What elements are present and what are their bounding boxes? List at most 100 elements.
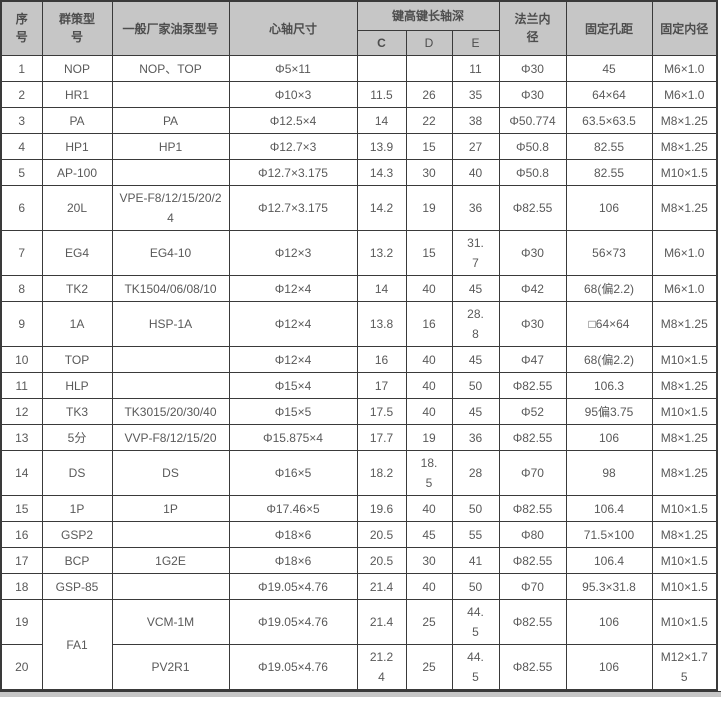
cell-spindle: Φ15.875×4 — [228, 424, 358, 451]
cell-text: M10×1.5 — [660, 579, 708, 594]
cell-no: 16 — [0, 521, 43, 548]
cell-no: 15 — [0, 495, 43, 522]
header-hole-distance: 固定孔距 — [565, 0, 653, 56]
cell-model: HR1 — [41, 81, 113, 108]
cell-e: 36 — [451, 185, 500, 231]
cell-pump — [111, 521, 230, 548]
cell-hole: 56×73 — [565, 230, 653, 276]
cell-text: 13 — [15, 430, 29, 445]
cell-text: HR1 — [64, 87, 89, 102]
cell-hole: 98 — [565, 450, 653, 496]
cell-text: 50 — [468, 579, 483, 594]
cell-text: Φ82.55 — [512, 430, 553, 445]
cell-text: 68(偏2.2) — [583, 281, 635, 296]
cell-d: 40 — [405, 346, 453, 373]
cell-text: 95偏3.75 — [584, 404, 634, 419]
cell-text: 14.2 — [369, 201, 394, 215]
cell-pump: VCM-1M — [111, 599, 230, 645]
cell-c: 14.3 — [356, 159, 407, 186]
cell-text: 45 — [422, 527, 436, 542]
cell-text: 1 — [18, 61, 26, 76]
cell-text: 25 — [422, 615, 436, 629]
cell-no: 4 — [0, 133, 43, 160]
table-body: 1 NOP NOP、TOP Φ5×11 11 Φ30 45 M6×1.0 2 HR1 Φ10×3 11… — [0, 55, 718, 691]
cell-bore: M8×1.25 — [651, 424, 718, 451]
cell-no: 14 — [0, 450, 43, 496]
cell-text: 25 — [422, 660, 436, 674]
cell-text: 44.5 — [467, 650, 484, 684]
cell-text: M10×1.5 — [660, 553, 708, 568]
cell-text: 50 — [468, 501, 483, 516]
table-row: 15 1P 1P Φ17.46×5 19.6 40 50 Φ82.55 106.4 M10×1.5 — [0, 495, 718, 522]
cell-text: □64×64 — [588, 317, 630, 331]
cell-text: VCM-1M — [146, 615, 195, 629]
table-row: 6 20L VPE-F8/12/15/20/24 Φ12.7×3.175 14.2 19 3… — [0, 185, 718, 231]
header-sub-d: D — [405, 30, 453, 56]
cell-no: 11 — [0, 372, 43, 399]
cell-text: 13.8 — [369, 317, 394, 331]
table-row: 8 TK2 TK1504/06/08/10 Φ12×4 14 40 45 Φ42 68(偏2.2… — [0, 275, 718, 302]
cell-pump: PV2R1 — [111, 644, 230, 691]
cell-bore: M6×1.0 — [651, 81, 718, 108]
cell-d: 19 — [405, 185, 453, 231]
cell-no: 1 — [0, 55, 43, 82]
table-row: 20 PV2R1 Φ19.05×4.76 21.24 25 44.5 Φ82.55 106 M1… — [0, 644, 718, 691]
cell-model: PA — [41, 107, 113, 134]
cell-pump — [111, 573, 230, 600]
cell-spindle: Φ18×6 — [228, 521, 358, 548]
cell-text: Φ16×5 — [274, 466, 312, 480]
cell-e: 31.7 — [451, 230, 500, 276]
cell-bore: M10×1.5 — [651, 599, 718, 645]
cell-bore: M6×1.0 — [651, 275, 718, 302]
cell-hole: 82.55 — [565, 159, 653, 186]
cell-text: 11.5 — [370, 87, 393, 102]
table-header: 序号 群策型号 一般厂家油泵型号 心轴尺寸 键高键长轴深 法兰内径 固定孔距 固… — [0, 0, 718, 56]
cell-text: 40 — [422, 378, 436, 393]
cell-text: 16 — [422, 317, 436, 331]
cell-text: 106 — [598, 201, 620, 215]
cell-text: HLP — [65, 378, 89, 393]
cell-flange: Φ50.8 — [498, 159, 567, 186]
cell-text: 12 — [15, 404, 29, 419]
cell-text: Φ15.875×4 — [263, 430, 323, 445]
cell-text: Φ82.55 — [512, 201, 553, 215]
cell-pump: HSP-1A — [111, 301, 230, 347]
cell-pump: NOP、TOP — [111, 55, 230, 82]
cell-text: 9 — [18, 317, 26, 331]
cell-text: 5分 — [67, 430, 87, 445]
cell-spindle: Φ12.7×3.175 — [228, 159, 358, 186]
cell-hole: 106 — [565, 644, 653, 691]
cell-text: 11 — [15, 378, 28, 393]
cell-text: 38 — [468, 113, 483, 128]
cell-bore: M10×1.5 — [651, 573, 718, 600]
cell-d: 19 — [405, 424, 453, 451]
cell-flange: Φ82.55 — [498, 185, 567, 231]
cell-d: 16 — [405, 301, 453, 347]
cell-text: 17 — [15, 553, 29, 568]
cell-text: 14 — [374, 113, 389, 128]
cell-e: 27 — [451, 133, 500, 160]
cell-bore: M10×1.5 — [651, 159, 718, 186]
cell-c: 17.5 — [356, 398, 407, 425]
cell-text: Φ80 — [521, 527, 544, 542]
cell-text: PV2R1 — [151, 660, 190, 674]
cell-text: Φ15×5 — [274, 404, 312, 419]
cell-spindle: Φ5×11 — [228, 55, 358, 82]
cell-text: 30 — [422, 165, 436, 180]
cell-text: Φ82.55 — [512, 660, 553, 674]
cell-text: 20L — [66, 201, 88, 215]
cell-text: 16 — [374, 352, 389, 367]
cell-text: 18.2 — [369, 466, 394, 480]
cell-pump: VVP-F8/12/15/20 — [111, 424, 230, 451]
cell-text: 1G2E — [155, 553, 186, 568]
cell-text: M10×1.5 — [660, 615, 708, 629]
cell-text: Φ70 — [521, 466, 544, 480]
table-row: 19 FA1 VCM-1M Φ19.05×4.76 21.4 25 44.5 Φ82.55 10… — [0, 599, 718, 691]
cell-text: PA — [162, 113, 179, 128]
pump-spec-table: 序号 群策型号 一般厂家油泵型号 心轴尺寸 键高键长轴深 法兰内径 固定孔距 固… — [0, 0, 718, 691]
cell-bore: M10×1.5 — [651, 547, 718, 574]
cell-text: 21.4 — [369, 579, 394, 594]
cell-spindle: Φ12×4 — [228, 301, 358, 347]
cell-flange: Φ50.8 — [498, 133, 567, 160]
cell-hole: 106 — [565, 185, 653, 231]
